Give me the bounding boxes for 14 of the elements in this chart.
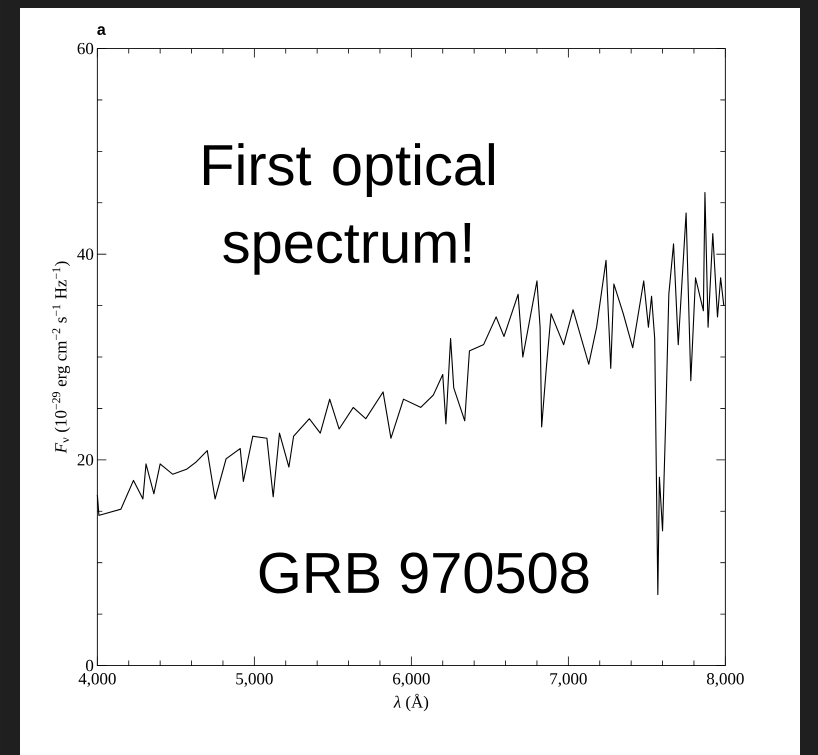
annotation: GRB 970508 (260, 552, 588, 594)
annotation: First optical spectrum! (204, 143, 494, 275)
y-tick-label: 0 (86, 660, 94, 672)
x-tick-label: 4,000 (78, 673, 116, 687)
text: F$_{ν}$ (10$^{−29}$ erg cm$^{−2}$ s$^{−1}$ Hz$^{−1}$) (52, 262, 70, 454)
y-tick-label: 60 (78, 42, 94, 54)
y-tick-label: 40 (77, 248, 94, 260)
x-tick-label: 8,000 (706, 673, 744, 687)
x-axis-title: λ (Å) (393, 694, 428, 712)
x-tick-label: 7,000 (550, 673, 587, 687)
y-tick-label: 20 (78, 454, 94, 466)
text: a (97, 26, 106, 36)
x-tick-label: 5,000 (236, 673, 273, 687)
x-tick-label: 6,000 (393, 673, 430, 687)
